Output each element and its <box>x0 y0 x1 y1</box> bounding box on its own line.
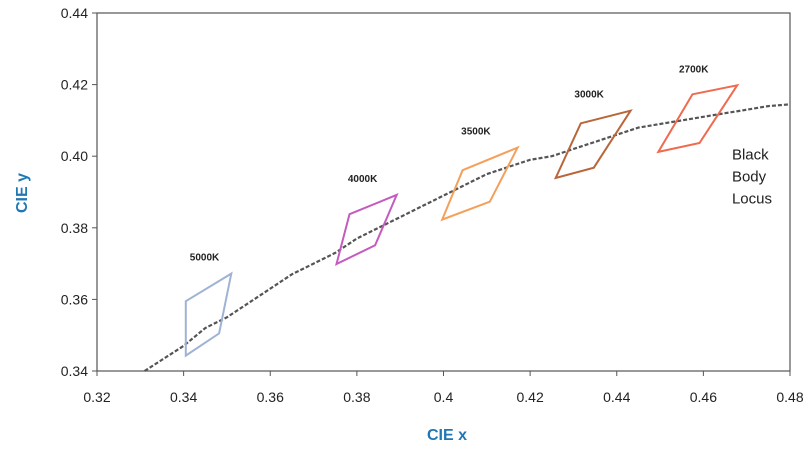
x-tick-label: 0.44 <box>603 389 630 405</box>
quadrangle-4000k <box>334 193 399 266</box>
x-tick-label: 0.48 <box>776 389 803 405</box>
cct-label-3000k: 3000K <box>574 90 604 101</box>
black-body-locus <box>144 103 791 372</box>
x-axis-label: CIE x <box>427 427 467 444</box>
y-tick-label: 0.44 <box>61 5 88 21</box>
x-tick-label: 0.36 <box>257 389 284 405</box>
y-tick-label: 0.40 <box>61 148 88 164</box>
plot-area: 0.32 0.34 0.36 0.38 0.4 0.42 0.44 0.46 0.48 0.34 0… <box>61 5 804 405</box>
cct-label-3500k: 3500K <box>461 127 491 138</box>
ansi-quadrangles <box>184 83 740 358</box>
y-tick-label: 0.34 <box>61 363 88 379</box>
locus-label-line: Locus <box>732 190 772 207</box>
cct-label-4000k: 4000K <box>348 174 378 185</box>
x-tick-label: 0.32 <box>83 389 110 405</box>
x-tick-label: 0.4 <box>434 389 454 405</box>
quadrangle-3000k <box>553 109 633 180</box>
y-tick-label: 0.38 <box>61 220 88 236</box>
quadrangle-5000k <box>184 271 233 358</box>
x-tick-label: 0.38 <box>343 389 370 405</box>
chart-labels: 5000K 4000K 3500K 3000K 2700K Black Body Locus <box>190 64 772 263</box>
quadrangle-2700k <box>656 83 740 154</box>
locus-line <box>144 103 791 372</box>
cct-label-5000k: 5000K <box>190 253 220 264</box>
quadrangle-3500k <box>440 145 520 222</box>
cct-label-2700k: 2700K <box>679 64 709 75</box>
y-tick-label: 0.42 <box>61 77 88 93</box>
locus-label-line: Body <box>732 168 767 185</box>
x-tick-label: 0.34 <box>170 389 197 405</box>
x-tick-label: 0.42 <box>517 389 544 405</box>
locus-label-line: Black <box>732 146 769 163</box>
y-axis-label: CIE y <box>14 173 31 213</box>
y-tick-label: 0.36 <box>61 291 88 307</box>
x-tick-label: 0.46 <box>690 389 717 405</box>
